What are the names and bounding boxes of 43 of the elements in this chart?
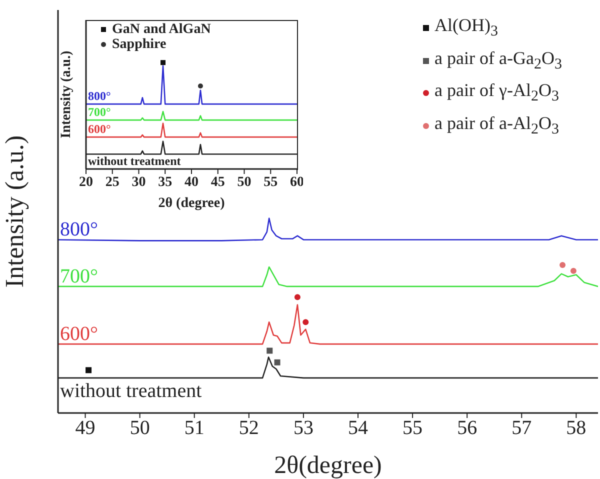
legend-label: a pair of a-Al$_{2}$O$_{3}$: [434, 112, 559, 140]
point: [266, 348, 273, 354]
series-label: without treatment: [88, 154, 181, 168]
y-axis-title: Intensity (a.u.): [0, 135, 30, 288]
series-label: 800°: [60, 218, 98, 241]
x-tick-label: 35: [158, 174, 172, 190]
series-label: 800°: [88, 89, 111, 104]
x-tick-label: 50: [130, 417, 150, 440]
y-axis-title: Intensity (a.u.): [58, 50, 74, 138]
point: [86, 367, 92, 374]
x-tick-label: 52: [238, 417, 259, 440]
series-label: 600°: [88, 122, 111, 136]
point: [560, 262, 566, 268]
x-tick-label: 53: [293, 417, 314, 440]
x-tick-label: 30: [132, 174, 146, 190]
point: [294, 294, 300, 300]
x-tick-label: 55: [402, 417, 423, 440]
x-tick-label: 45: [210, 174, 225, 190]
x-tick-label: 56: [457, 417, 478, 440]
legend-label: Sapphire: [112, 37, 166, 52]
x-tick-label: 51: [184, 417, 204, 440]
legend-label: Al(OH)$_{3}$: [434, 14, 498, 42]
x-tick-label: 58: [566, 417, 586, 440]
x-tick-label: 50: [237, 174, 252, 190]
x-tick-label: 57: [512, 417, 532, 440]
x-axis-title: 2θ (degree): [158, 196, 226, 211]
x-tick-label: 25: [105, 174, 120, 190]
x-tick-label: 54: [348, 417, 368, 440]
x-tick-label: 49: [75, 417, 96, 440]
x-tick-label: 40: [184, 174, 198, 190]
legend-label: a pair of a-Ga$_{2}$O$_{3}$: [434, 46, 562, 74]
series-label: 700°: [88, 105, 111, 120]
x-tick-label: 55: [264, 174, 278, 190]
series-label: without treatment: [60, 380, 202, 402]
point: [302, 319, 309, 326]
series-label: 600°: [60, 323, 98, 346]
series-label: 700°: [60, 265, 98, 288]
point: [570, 268, 576, 274]
x-tick-label: 20: [79, 174, 93, 190]
legend-label: GaN and AlGaN: [112, 22, 211, 37]
legend-label: a pair of γ-Al$_{2}$O$_{3}$: [434, 79, 559, 107]
point: [274, 359, 280, 366]
x-axis-title: 2θ(degree): [274, 452, 382, 479]
